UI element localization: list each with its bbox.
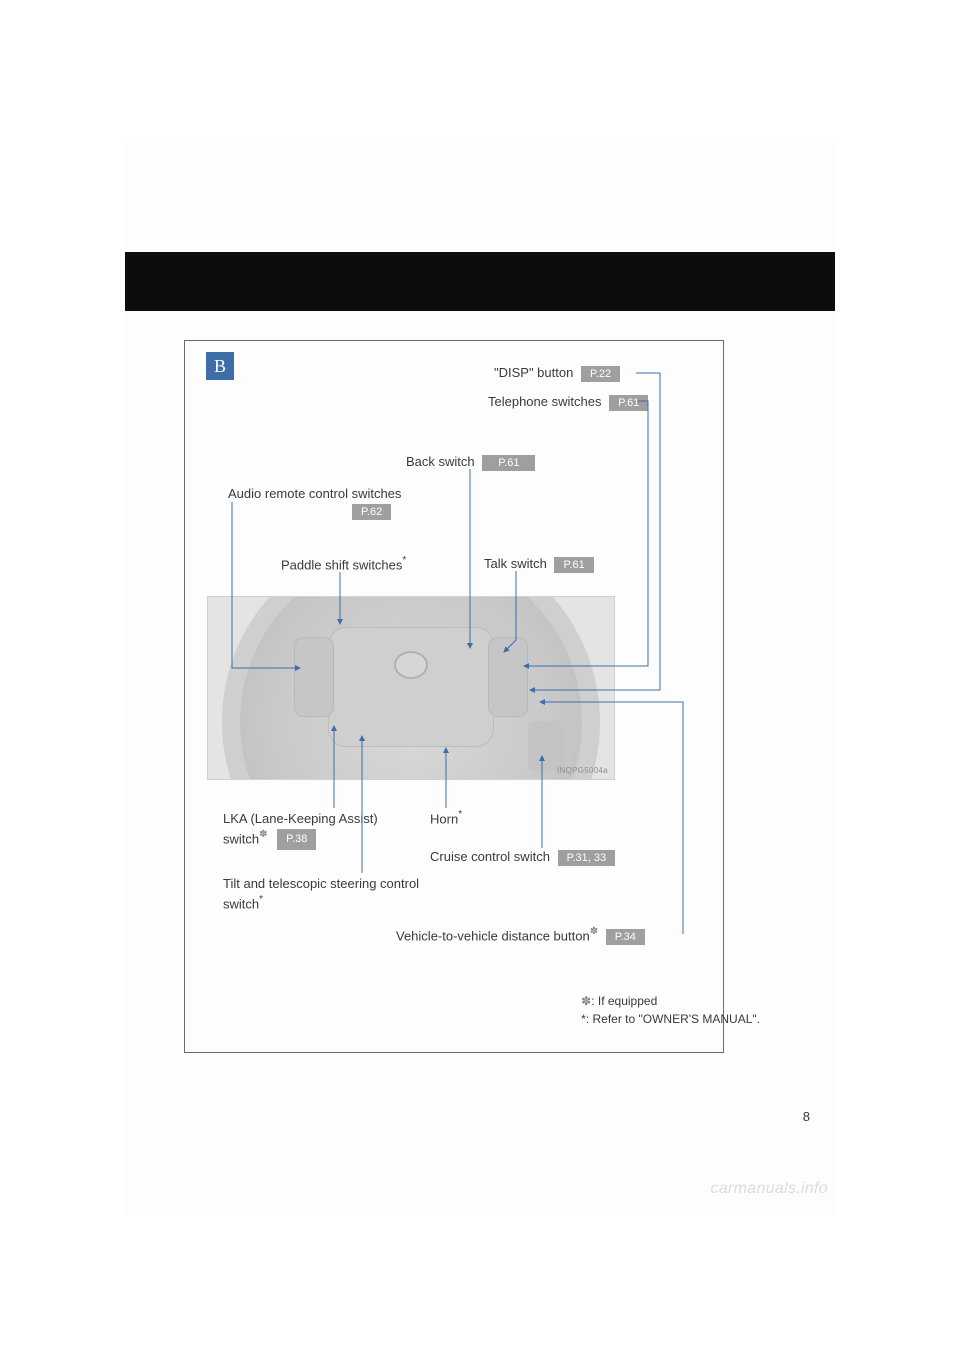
wheel-left-controls [294, 637, 334, 717]
pref-telephone: P.61 [609, 395, 648, 411]
label-lka-line2: switch [223, 831, 259, 846]
footnote2-text: : Refer to "OWNER'S MANUAL". [586, 1012, 760, 1026]
note-tilt: * [259, 894, 263, 905]
label-paddle: Paddle shift switches* [281, 556, 406, 572]
section-badge: B [206, 352, 234, 380]
footnote1-symbol: ✽ [581, 994, 591, 1008]
pref-cruise: P.31, 33 [558, 850, 616, 866]
label-talk-text: Talk switch [484, 556, 547, 571]
label-talk: Talk switch P.61 [484, 556, 594, 573]
label-horn: Horn* [430, 810, 462, 826]
label-cruise-text: Cruise control switch [430, 849, 550, 864]
pref-disp: P.22 [581, 366, 620, 382]
pref-v2v: P.34 [606, 929, 645, 945]
pref-talk: P.61 [554, 557, 593, 573]
label-disp-text: "DISP" button [494, 365, 573, 380]
header-banner [125, 252, 835, 311]
label-telephone-text: Telephone switches [488, 394, 601, 409]
label-cruise: Cruise control switch P.31, 33 [430, 849, 615, 866]
note-lka: ✽ [259, 829, 267, 840]
pref-audio: P.62 [352, 504, 391, 520]
label-tilt: Tilt and telescopic steering control swi… [223, 875, 419, 912]
image-code: INQPG5004a [557, 766, 608, 775]
note-paddle: * [402, 555, 406, 566]
label-v2v: Vehicle-to-vehicle distance button✽ P.34 [396, 927, 645, 945]
wheel-emblem-icon [394, 651, 428, 679]
note-horn: * [458, 809, 462, 820]
page-number: 8 [803, 1109, 810, 1124]
pref-lka: P.38 [277, 829, 316, 850]
wheel-right-controls [488, 637, 528, 717]
label-horn-text: Horn [430, 811, 458, 826]
footnote1-text: : If equipped [591, 994, 657, 1008]
steering-wheel-diagram: INQPG5004a [207, 596, 615, 780]
label-telephone: Telephone switches P.61 [488, 394, 648, 411]
label-lka-line1: LKA (Lane-Keeping Assist) [223, 811, 378, 826]
note-v2v: ✽ [590, 926, 598, 937]
watermark: carmanuals.info [711, 1180, 828, 1198]
label-disp: "DISP" button P.22 [494, 365, 620, 382]
label-tilt-line1: Tilt and telescopic steering control [223, 876, 419, 891]
label-lka: LKA (Lane-Keeping Assist) switch✽ P.38 [223, 810, 378, 850]
label-back-text: Back switch [406, 454, 475, 469]
label-paddle-text: Paddle shift switches [281, 557, 402, 572]
label-audio: Audio remote control switches [228, 486, 401, 501]
wheel-hub [328, 627, 494, 747]
label-v2v-text: Vehicle-to-vehicle distance button [396, 928, 590, 943]
label-back: Back switch P.61 [406, 454, 535, 471]
pref-back: P.61 [482, 455, 535, 471]
footnotes: ✽: If equipped *: Refer to "OWNER'S MANU… [581, 992, 760, 1028]
label-audio-text: Audio remote control switches [228, 486, 401, 501]
label-tilt-line2: switch [223, 896, 259, 911]
wheel-stalk [528, 721, 564, 771]
